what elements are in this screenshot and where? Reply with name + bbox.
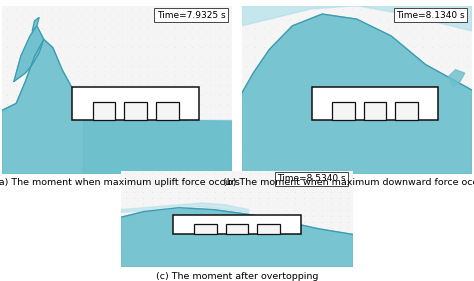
Polygon shape (83, 120, 232, 174)
Bar (193, 224, 217, 234)
Polygon shape (14, 26, 44, 81)
Bar (395, 102, 418, 120)
Bar (226, 224, 248, 234)
Text: (c) The moment after overtopping: (c) The moment after overtopping (156, 272, 318, 281)
Bar (93, 102, 116, 120)
Bar (124, 102, 147, 120)
Text: (a) The moment when maximum uplift force occurs: (a) The moment when maximum uplift force… (0, 178, 240, 187)
Bar (173, 215, 301, 234)
Bar (73, 87, 199, 120)
Text: Time=8.1340 s: Time=8.1340 s (396, 11, 465, 20)
Bar (312, 87, 438, 120)
Text: Time=8.5340 s: Time=8.5340 s (278, 174, 346, 183)
Bar (332, 102, 355, 120)
Bar (257, 224, 281, 234)
Polygon shape (448, 70, 465, 87)
Polygon shape (32, 17, 39, 31)
Polygon shape (242, 14, 472, 174)
Text: (b) The moment when maximum downward force occurs: (b) The moment when maximum downward for… (223, 178, 474, 187)
Polygon shape (121, 208, 353, 267)
Bar (156, 102, 179, 120)
Polygon shape (242, 6, 472, 31)
Bar (364, 102, 386, 120)
Text: Time=7.9325 s: Time=7.9325 s (157, 11, 225, 20)
Polygon shape (121, 203, 248, 212)
Polygon shape (2, 39, 232, 174)
